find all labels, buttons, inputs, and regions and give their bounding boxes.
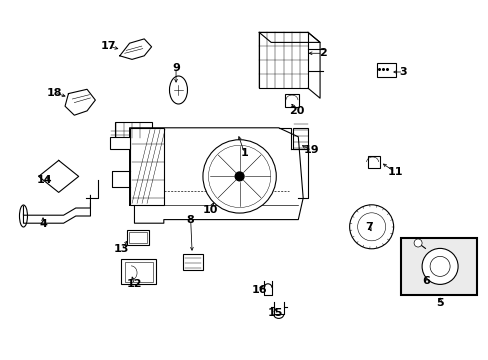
Bar <box>129 232 147 243</box>
Bar <box>127 230 149 245</box>
Text: 20: 20 <box>289 106 305 116</box>
Circle shape <box>421 248 457 284</box>
Bar <box>400 238 476 295</box>
Text: 5: 5 <box>435 298 443 308</box>
Circle shape <box>203 140 276 213</box>
Text: 9: 9 <box>172 63 180 73</box>
Circle shape <box>349 205 393 249</box>
Bar <box>121 259 156 284</box>
Bar <box>183 254 203 270</box>
Text: 6: 6 <box>422 276 429 286</box>
Text: 13: 13 <box>113 244 129 254</box>
Text: 7: 7 <box>365 222 372 232</box>
Bar <box>124 262 153 282</box>
Text: 11: 11 <box>386 167 402 177</box>
Text: 10: 10 <box>202 204 218 215</box>
Bar <box>284 94 299 107</box>
Bar <box>367 156 380 168</box>
Ellipse shape <box>169 76 187 104</box>
Text: 16: 16 <box>251 285 266 295</box>
Bar <box>293 128 307 149</box>
Text: 14: 14 <box>36 175 52 185</box>
Text: 12: 12 <box>126 279 142 289</box>
Text: 4: 4 <box>39 219 47 229</box>
Bar <box>129 128 163 205</box>
Text: 8: 8 <box>186 215 194 225</box>
Circle shape <box>235 172 244 181</box>
Text: 2: 2 <box>318 48 326 58</box>
Bar <box>376 63 395 77</box>
Text: 18: 18 <box>47 88 62 98</box>
Text: 17: 17 <box>101 41 116 51</box>
Ellipse shape <box>20 205 27 227</box>
Text: 1: 1 <box>240 148 248 158</box>
Text: 19: 19 <box>304 145 319 156</box>
Bar <box>115 122 151 139</box>
Text: 3: 3 <box>399 67 407 77</box>
Bar <box>110 137 129 149</box>
Text: 15: 15 <box>267 308 283 318</box>
Circle shape <box>413 239 421 247</box>
